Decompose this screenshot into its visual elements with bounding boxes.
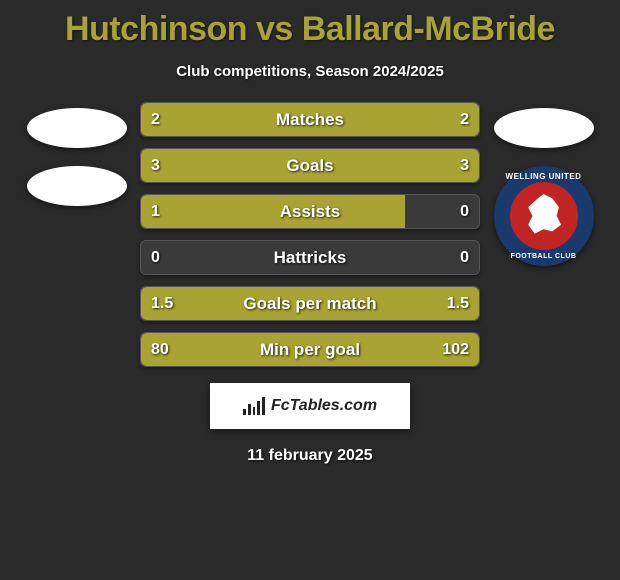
player1-badge-2: [27, 166, 127, 206]
left-player-col: [19, 102, 134, 206]
stat-label: Hattricks: [141, 241, 479, 274]
stat-row: 1.51.5Goals per match: [140, 286, 480, 321]
source-text: FcTables.com: [271, 397, 377, 415]
page-subtitle: Club competitions, Season 2024/2025: [176, 63, 444, 80]
stat-bars: 22Matches33Goals10Assists00Hattricks1.51…: [140, 102, 480, 367]
comparison-card: Hutchinson vs Ballard-McBride Club compe…: [0, 0, 620, 485]
date-text: 11 february 2025: [247, 447, 372, 465]
player2-badge-1: [494, 108, 594, 148]
crest-inner-circle: [510, 182, 578, 250]
page-title: Hutchinson vs Ballard-McBride: [65, 10, 555, 49]
bar-fill: [141, 103, 479, 136]
stat-right-value: 0: [450, 241, 479, 274]
chart-icon: [243, 397, 265, 415]
player1-badge-1: [27, 108, 127, 148]
stat-left-value: 0: [141, 241, 170, 274]
bar-fill: [141, 287, 479, 320]
stat-row: 80102Min per goal: [140, 332, 480, 367]
stat-row: 33Goals: [140, 148, 480, 183]
bar-fill: [141, 333, 479, 366]
bar-fill: [141, 149, 479, 182]
stat-row: 22Matches: [140, 102, 480, 137]
bar-fill-left: [141, 195, 405, 228]
crest-top-text: WELLING UNITED: [494, 172, 594, 181]
source-badge: FcTables.com: [210, 383, 410, 429]
stat-row: 0 0Hattricks: [140, 240, 480, 275]
crest-bottom-text: FOOTBALL CLUB: [494, 253, 594, 260]
stat-right-value: 0: [450, 195, 479, 228]
crest-knight-icon: [522, 194, 566, 238]
stat-row: 10Assists: [140, 194, 480, 229]
stats-area: 22Matches33Goals10Assists00Hattricks1.51…: [0, 102, 620, 367]
right-player-col: WELLING UNITED FOOTBALL CLUB: [486, 102, 601, 266]
club-crest: WELLING UNITED FOOTBALL CLUB: [494, 166, 594, 266]
